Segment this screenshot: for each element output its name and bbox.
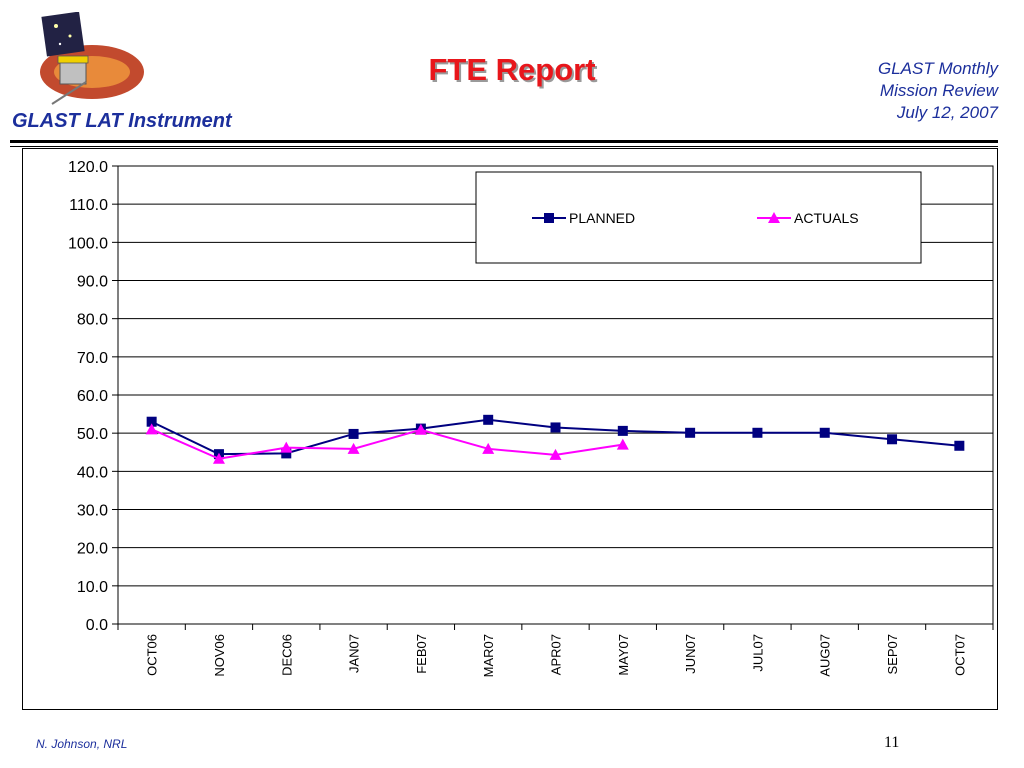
- x-tick-label: DEC06: [279, 634, 294, 676]
- y-tick-label: 50.0: [77, 426, 108, 443]
- footer-author: N. Johnson, NRL: [36, 737, 128, 751]
- y-tick-label: 20.0: [77, 541, 108, 558]
- data-point-planned: [348, 428, 359, 439]
- y-tick-label: 70.0: [77, 350, 108, 367]
- page-number: 11: [884, 734, 900, 751]
- logo-sky-panel: [41, 12, 85, 57]
- header-rule-thick: [10, 140, 998, 143]
- x-tick-label: OCT07: [952, 634, 967, 676]
- x-tick-label: JUN07: [683, 634, 698, 674]
- data-point-planned: [483, 414, 494, 425]
- meeting-line: GLAST Monthly: [878, 59, 998, 78]
- series-line-actuals: [151, 428, 623, 460]
- x-tick-label: JUL07: [750, 634, 765, 672]
- data-point-actuals: [145, 423, 158, 435]
- logo-star: [68, 34, 72, 38]
- glast-mission-logo-icon: [40, 12, 144, 105]
- y-tick-label: 30.0: [77, 503, 108, 520]
- y-tick-label: 10.0: [77, 579, 108, 596]
- x-tick-label: FEB07: [414, 634, 429, 674]
- data-point-planned: [617, 425, 628, 436]
- x-tick-label: MAY07: [616, 634, 631, 676]
- fte-line-chart: 0.0 10.0 20.0 30.0 40.0 50.0 60.0 70.0 80.0 90.0 1…: [68, 159, 994, 677]
- y-tick-label: 80.0: [77, 312, 108, 329]
- logo-solar-panel: [57, 55, 89, 64]
- meeting-line: July 12, 2007: [896, 103, 998, 122]
- data-point-actuals: [212, 452, 225, 464]
- x-tick-label: NOV06: [212, 634, 227, 677]
- y-tick-label: 40.0: [77, 464, 108, 481]
- legend-marker-planned: [544, 213, 554, 223]
- data-point-actuals: [414, 423, 427, 435]
- meeting-line: Mission Review: [879, 81, 998, 100]
- data-point-actuals: [347, 442, 360, 454]
- data-point-planned: [819, 427, 830, 438]
- x-tick-label: MAR07: [481, 634, 496, 677]
- data-point-actuals: [280, 441, 293, 453]
- header-rule-thin: [10, 146, 998, 147]
- x-tick-label: OCT06: [145, 634, 160, 676]
- data-point-planned: [146, 416, 157, 427]
- logo-star: [58, 42, 62, 46]
- legend-label-actuals: ACTUALS: [794, 210, 859, 226]
- org-name: GLAST LAT Instrument: [12, 110, 232, 132]
- page-title: FTE Report: [428, 52, 596, 87]
- y-tick-label: 90.0: [77, 274, 108, 291]
- y-tick-label: 110.0: [69, 197, 108, 214]
- x-tick-label: JAN07: [347, 634, 362, 673]
- data-point-planned: [281, 448, 292, 459]
- data-point-actuals: [616, 438, 629, 450]
- plot-area-border: [117, 165, 994, 625]
- data-point-planned: [752, 427, 763, 438]
- chart-frame: 0.0 10.0 20.0 30.0 40.0 50.0 60.0 70.0 80.0 90.0 1…: [22, 148, 998, 710]
- data-point-actuals: [482, 442, 495, 454]
- x-tick-label: AUG07: [818, 634, 833, 677]
- data-point-planned: [685, 427, 696, 438]
- data-point-planned: [550, 422, 561, 433]
- y-tick-label: 120.0: [68, 159, 108, 176]
- data-point-actuals: [549, 448, 562, 460]
- y-tick-label: 0.0: [86, 617, 108, 634]
- data-point-planned: [954, 440, 965, 451]
- legend-marker-actuals: [768, 212, 780, 223]
- legend-label-planned: PLANNED: [569, 210, 635, 226]
- logo-boom: [51, 81, 87, 105]
- data-point-planned: [887, 434, 898, 445]
- logo-star: [54, 24, 58, 28]
- y-tick-label: 60.0: [77, 388, 108, 405]
- meeting-info: GLAST Monthly Mission Review July 12, 20…: [878, 58, 998, 124]
- x-tick-label: SEP07: [885, 634, 900, 674]
- x-tick-label: APR07: [549, 634, 564, 675]
- y-tick-label: 100.0: [68, 235, 108, 252]
